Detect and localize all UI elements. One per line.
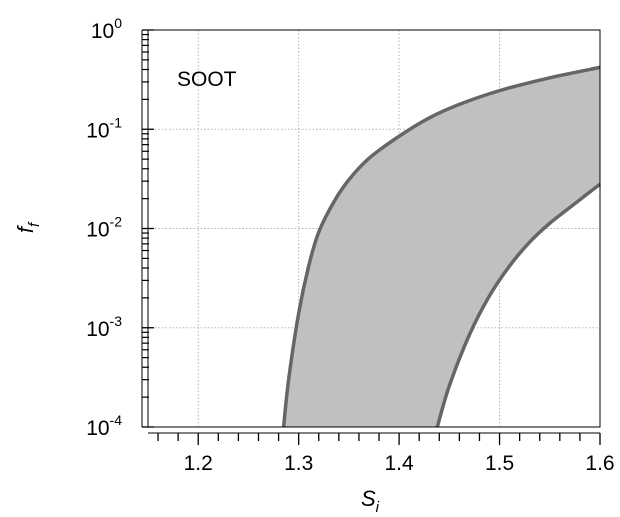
y-tick-label-base: 10 (86, 119, 109, 142)
y-tick-label-base: 10 (86, 219, 109, 242)
lower-bound-curve (435, 182, 602, 428)
y-tick-label-base: 10 (91, 20, 114, 43)
y-tick-label-exponent: -4 (110, 412, 123, 428)
x-axis-title: Si (361, 486, 380, 516)
y-axis-title-sub: f (26, 221, 43, 227)
x-axis-title-main: S (361, 486, 376, 511)
y-axis-title: ff (13, 221, 43, 233)
y-tick-label-base: 10 (86, 318, 109, 341)
y-tick-label-exponent: -2 (110, 214, 123, 230)
x-tick-label: 1.5 (485, 452, 514, 475)
x-axis-title-sub: i (376, 499, 380, 516)
upper-bound-curve (281, 65, 601, 428)
y-tick-label-base: 10 (86, 417, 109, 440)
y-axis-title-main: f (13, 224, 38, 233)
y-tick-label: 10-1 (86, 114, 122, 142)
y-tick-label: 10-4 (86, 412, 122, 440)
x-tick-label: 1.3 (284, 452, 313, 475)
y-tick-label: 10-2 (86, 214, 122, 242)
y-tick-label-exponent: 0 (114, 15, 122, 31)
shaded-band (283, 67, 600, 427)
x-tick-label: 1.2 (184, 452, 213, 475)
y-tick-label: 100 (91, 15, 122, 43)
soot-annotation: SOOT (177, 68, 237, 91)
y-tick-label-exponent: -3 (110, 313, 123, 329)
y-tick-label: 10-3 (86, 313, 122, 341)
x-tick-label: 1.4 (385, 452, 415, 475)
x-axis: 1.2 1.3 1.4 1.5 1.6 (148, 432, 615, 475)
x-tick-label: 1.6 (585, 452, 614, 475)
y-tick-label-exponent: -1 (110, 114, 123, 130)
